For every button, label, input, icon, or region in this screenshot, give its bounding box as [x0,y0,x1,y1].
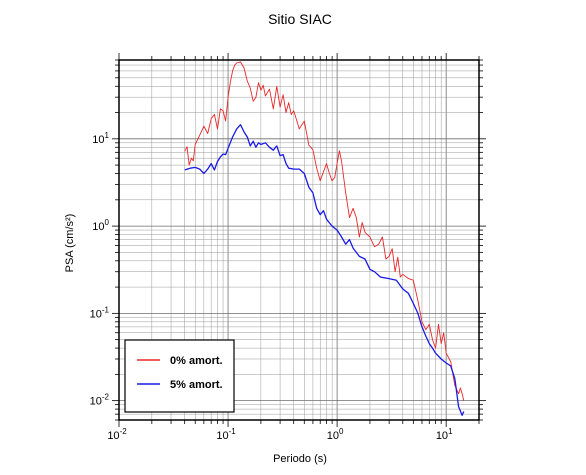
series-group [184,61,465,416]
y-tick-label: 10-1 [90,305,110,320]
legend-label-0: 0% amort. [170,355,223,367]
y-axis-label: PSA (cm/s²) [64,214,76,273]
series-line-0 [184,61,465,401]
x-tick-label: 10-1 [216,427,236,442]
tick-labels: 10-2 10-1 100 101 10-2 10-1 100 101 [90,131,453,442]
x-tick-label: 101 [436,427,453,442]
series-line-1 [184,124,465,416]
grid [118,59,480,421]
legend-box [124,339,235,413]
x-tick-label: 100 [327,427,344,442]
x-tick-label: 10-2 [107,427,127,442]
y-tick-label: 101 [92,131,109,146]
x-axis-label: Periodo (s) [273,453,327,465]
y-tick-label: 10-2 [90,393,110,408]
legend: 0% amort. 5% amort. [124,339,235,413]
legend-label-1: 5% amort. [170,379,223,391]
chart-title: Sitio SIAC [268,11,332,27]
ticks [112,53,486,427]
y-tick-label: 100 [92,218,109,233]
